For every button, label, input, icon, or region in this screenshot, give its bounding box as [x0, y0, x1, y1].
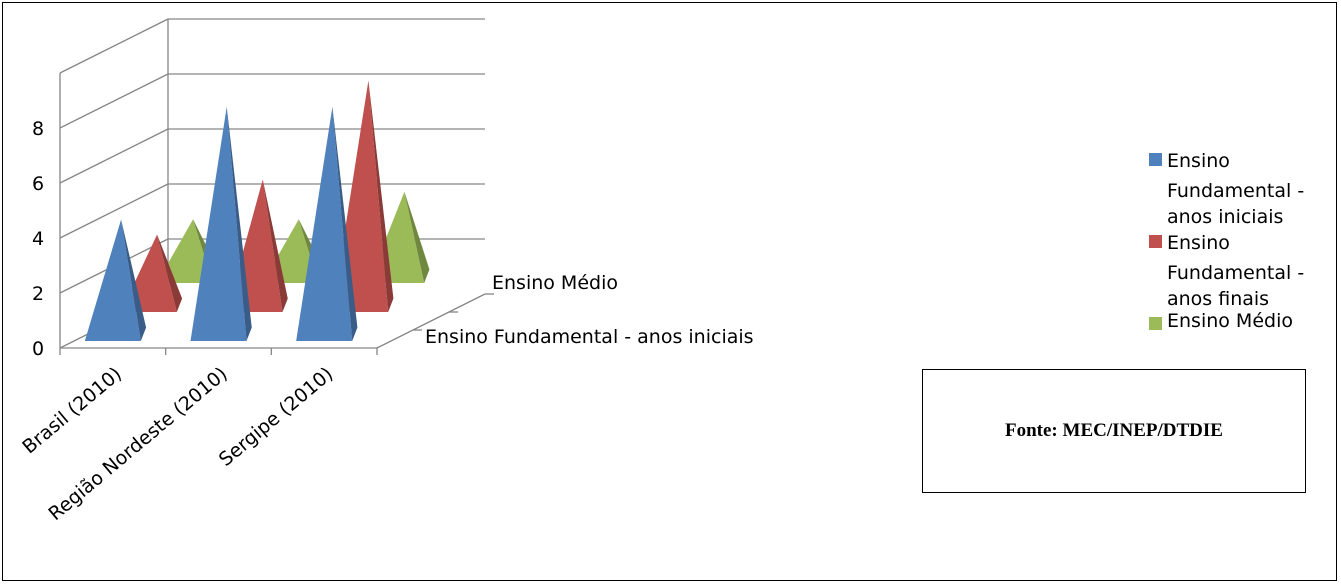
depth-axis — [376, 293, 486, 349]
legend-label: Ensino — [1167, 150, 1230, 172]
pyramid-face-front — [190, 106, 247, 341]
pyramid-bar — [190, 106, 252, 341]
legend-label: anos finais — [1167, 288, 1270, 310]
legend: Ensino Fundamental - anos iniciais Ensino Fu… — [1145, 146, 1330, 332]
pyramid-face-front — [84, 219, 141, 341]
side-gridline — [59, 183, 169, 239]
axis-layer — [59, 19, 494, 355]
pyramid-face-side — [368, 80, 394, 312]
legend-swatch — [1149, 235, 1162, 248]
pyramid-face-front — [296, 106, 353, 341]
legend-label: anos iniciais — [1167, 206, 1284, 228]
y-tick-label: 6 — [32, 173, 44, 195]
x-tick-label: Sergipe (2010) — [215, 363, 338, 471]
pyramid-bar — [84, 219, 147, 341]
legend-item: Ensino Fundamental - anos finais — [1145, 228, 1330, 310]
y-tick-label: 8 — [32, 118, 44, 140]
y-tick-label: 2 — [32, 283, 44, 305]
side-gridline — [59, 73, 169, 129]
y-tick-label: 4 — [32, 228, 44, 250]
pyramid-face-side — [262, 179, 288, 312]
source-box: Fonte: MEC/INEP/DTDIE — [922, 369, 1306, 493]
side-gridline — [59, 128, 169, 184]
legend-label: Ensino — [1167, 232, 1230, 254]
x-tick-label: Região Nordeste (2010) — [44, 363, 231, 525]
bars-layer — [84, 80, 430, 341]
pyramid-face-side — [121, 219, 147, 341]
pyramid-face-front — [156, 219, 213, 283]
legend-swatch — [1149, 153, 1162, 166]
source-text: Fonte: MEC/INEP/DTDIE — [1005, 420, 1223, 441]
legend-label: Fundamental - — [1167, 262, 1305, 284]
legend-swatch — [1149, 317, 1162, 330]
legend-item: Ensino Médio — [1145, 310, 1330, 332]
pyramid-face-side — [404, 191, 430, 283]
pyramid-face-side — [332, 106, 358, 341]
pyramid-face-side — [157, 234, 183, 312]
legend-label: Fundamental - — [1167, 180, 1305, 202]
x-tick-label: Brasil (2010) — [18, 363, 126, 458]
pyramid-face-side — [226, 106, 252, 341]
legend-label: Ensino Médio — [1167, 310, 1293, 332]
legend-item: Ensino Fundamental - anos iniciais — [1145, 146, 1330, 228]
depth-label: Ensino Médio — [492, 272, 618, 294]
depth-label: Ensino Fundamental - anos iniciais — [425, 326, 754, 348]
pyramid-bar — [296, 106, 358, 341]
side-gridline — [59, 18, 169, 74]
y-tick-label: 0 — [32, 338, 44, 360]
